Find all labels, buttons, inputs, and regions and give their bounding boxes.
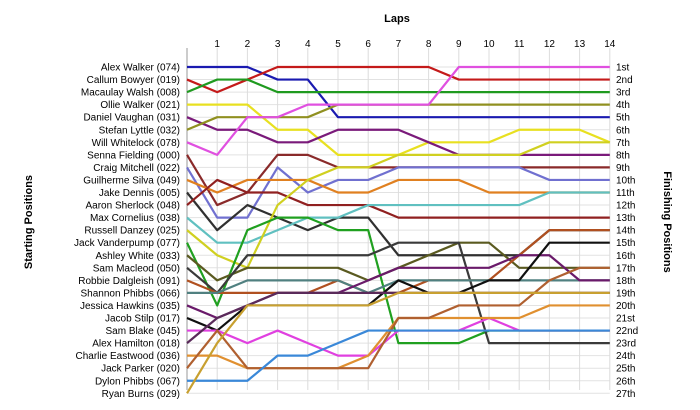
finish-position-label: 16th xyxy=(616,251,635,262)
start-position-label: Aaron Sherlock (048) xyxy=(86,201,181,212)
start-position-label: Stefan Lyttle (032) xyxy=(99,125,180,136)
series-line xyxy=(186,178,610,219)
finish-position-label: 9th xyxy=(616,163,630,174)
finish-position-label: 5th xyxy=(616,113,630,124)
series-line xyxy=(187,65,610,119)
finish-position-label: 26th xyxy=(616,376,635,387)
start-position-label: Shannon Phibbs (066) xyxy=(80,288,180,299)
start-position-label: Ryan Burns (029) xyxy=(102,389,180,400)
finish-position-label: 15th xyxy=(616,238,635,249)
lap-tick-label: 9 xyxy=(456,39,462,50)
series-line xyxy=(186,291,610,394)
lap-tick-label: 3 xyxy=(275,39,281,50)
series-line xyxy=(187,329,610,382)
start-position-label: Senna Fielding (000) xyxy=(87,150,180,161)
start-position-label: Jessica Hawkins (035) xyxy=(80,301,180,312)
series-line xyxy=(186,178,610,194)
finish-position-label: 1st xyxy=(616,63,630,74)
lap-tick-label: 2 xyxy=(245,39,251,50)
chart-title: Laps xyxy=(384,13,410,25)
start-position-label: Callum Bowyer (019) xyxy=(87,75,180,86)
start-position-label: Alex Walker (074) xyxy=(101,63,180,74)
lap-tick-label: 1 xyxy=(214,39,220,50)
finish-position-label: 2nd xyxy=(616,75,633,86)
finish-position-label: 19th xyxy=(616,288,635,299)
series-group xyxy=(186,65,611,394)
finish-position-label: 7th xyxy=(616,138,630,149)
lap-tick-label: 11 xyxy=(514,39,525,50)
y-axis-label: Starting Positions xyxy=(23,175,35,269)
lap-tick-label: 12 xyxy=(544,39,556,50)
y2-axis-label: Finishing Positions xyxy=(661,171,673,272)
start-position-label: Guilherme Silva (049) xyxy=(83,175,180,186)
start-position-label: Dylon Phibbs (067) xyxy=(95,376,180,387)
finish-position-label: 3rd xyxy=(616,88,630,99)
start-position-label: Daniel Vaughan (031) xyxy=(83,113,180,124)
finish-position-label: 22nd xyxy=(616,326,638,337)
series-line xyxy=(186,65,610,94)
finish-position-label: 12th xyxy=(616,201,635,212)
finish-position-label: 6th xyxy=(616,125,630,136)
finish-position-label: 4th xyxy=(616,100,630,111)
start-position-label: Max Cornelius (038) xyxy=(90,213,180,224)
series-line xyxy=(186,141,610,269)
start-position-label: Ollie Walker (021) xyxy=(100,100,180,111)
finish-position-label: 25th xyxy=(616,364,635,375)
finish-position-label: 21st xyxy=(616,314,635,325)
start-position-label: Ashley White (033) xyxy=(96,251,180,262)
finish-position-label: 11th xyxy=(616,188,635,199)
start-position-label: Sam Blake (045) xyxy=(106,326,180,337)
start-position-label: Jacob Stilp (017) xyxy=(105,314,180,325)
start-position-label: Craig Mitchell (022) xyxy=(93,163,180,174)
finish-position-label: 10th xyxy=(616,175,635,186)
lap-tick-label: 6 xyxy=(365,39,371,50)
finish-position-label: 8th xyxy=(616,150,630,161)
lap-tick-label: 14 xyxy=(604,39,616,50)
lap-tick-label: 10 xyxy=(483,39,495,50)
finish-position-label: 17th xyxy=(616,263,635,274)
start-position-label: Will Whitelock (078) xyxy=(92,138,180,149)
start-position-label: Jake Dennis (005) xyxy=(99,188,180,199)
lap-tick-label: 5 xyxy=(335,39,341,50)
lap-tick-label: 13 xyxy=(574,39,586,50)
start-position-label: Jack Parker (020) xyxy=(101,364,180,375)
series-line xyxy=(186,241,610,345)
lap-tick-label: 7 xyxy=(396,39,402,50)
series-line xyxy=(186,166,610,219)
start-position-label: Charlie Eastwood (036) xyxy=(76,351,181,362)
finish-position-label: 14th xyxy=(616,226,635,237)
finish-position-label: 24th xyxy=(616,351,635,362)
series-line xyxy=(186,116,610,156)
finish-position-label: 18th xyxy=(616,276,635,287)
start-position-label: Alex Hamilton (018) xyxy=(92,339,180,350)
finish-position-label: 23rd xyxy=(616,339,636,350)
series-line xyxy=(186,266,610,370)
finish-position-label: 20th xyxy=(616,301,635,312)
finish-position-label: 27th xyxy=(616,389,635,400)
series-line xyxy=(186,65,610,156)
start-position-label: Jack Vanderpump (077) xyxy=(74,238,180,249)
start-position-label: Macaulay Walsh (008) xyxy=(81,88,180,99)
start-position-label: Sam Macleod (050) xyxy=(93,263,180,274)
lap-tick-label: 8 xyxy=(426,39,432,50)
start-position-label: Robbie Dalgleish (091) xyxy=(78,276,180,287)
series-line xyxy=(186,191,610,244)
start-position-label: Russell Danzey (025) xyxy=(84,226,180,237)
series-line xyxy=(186,78,610,94)
lap-tick-label: 4 xyxy=(305,39,311,50)
finish-position-label: 13th xyxy=(616,213,635,224)
